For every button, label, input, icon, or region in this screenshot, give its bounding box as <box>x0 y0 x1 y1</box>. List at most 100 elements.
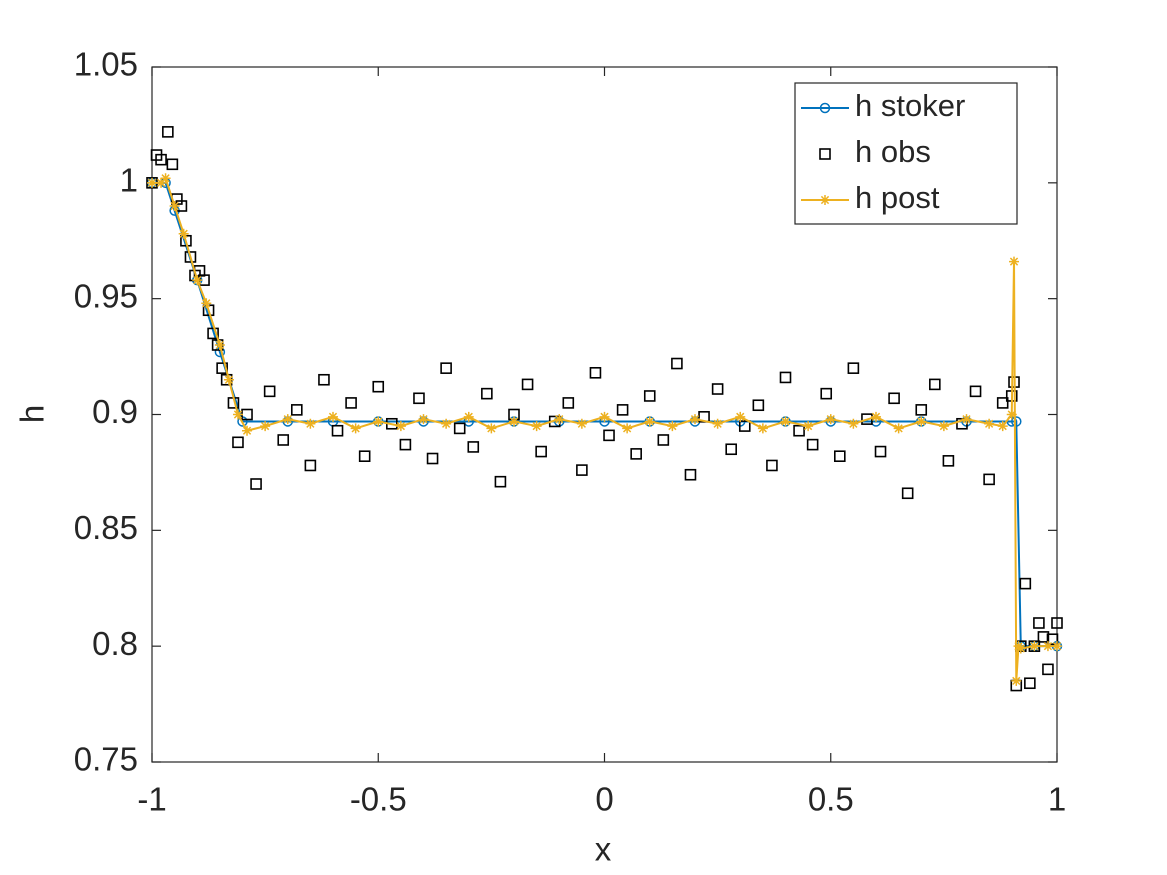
legend-label: h obs <box>855 134 931 169</box>
marker-asterisk <box>395 421 406 432</box>
x-tick-label: -1 <box>137 781 166 818</box>
marker-square <box>684 468 697 481</box>
marker-asterisk <box>1029 641 1040 652</box>
marker-asterisk <box>201 298 212 309</box>
marker-square <box>250 478 262 490</box>
marker-square <box>304 459 317 472</box>
x-tick-label: 1 <box>1048 781 1066 818</box>
marker-square <box>766 459 778 472</box>
x-tick-label: 0 <box>595 781 613 818</box>
marker-square <box>725 443 738 456</box>
marker-square <box>1046 633 1059 646</box>
marker-square <box>793 424 805 437</box>
marker-square <box>861 413 873 425</box>
marker-square <box>915 404 928 416</box>
marker-square <box>453 422 466 435</box>
marker-asterisk <box>214 340 225 350</box>
marker-square <box>521 378 534 391</box>
marker-asterisk <box>712 418 723 429</box>
marker-square <box>630 448 642 460</box>
marker-asterisk <box>984 418 995 429</box>
marker-square <box>399 438 412 451</box>
marker-square <box>589 366 602 379</box>
marker-square <box>711 383 724 395</box>
y-tick-label: 1 <box>120 162 138 199</box>
marker-asterisk <box>825 414 836 425</box>
marker-square <box>616 404 629 416</box>
marker-square <box>888 392 900 405</box>
y-tick-label: 0.95 <box>74 277 138 314</box>
marker-square <box>331 424 344 437</box>
marker-square <box>155 153 167 166</box>
marker-square <box>1024 677 1036 690</box>
marker-square <box>372 380 385 393</box>
marker-square <box>576 464 588 476</box>
marker-square <box>166 158 179 171</box>
marker-square <box>901 487 914 500</box>
marker-square <box>1019 577 1032 590</box>
marker-asterisk <box>328 411 338 422</box>
marker-square <box>603 429 615 442</box>
x-tick-label: 0.5 <box>808 781 854 818</box>
marker-asterisk <box>780 416 791 427</box>
marker-asterisk <box>305 418 316 429</box>
marker-asterisk <box>350 423 361 434</box>
marker-square <box>969 385 982 398</box>
marker-asterisk <box>260 421 271 432</box>
marker-square <box>562 397 575 409</box>
marker-square <box>467 441 480 453</box>
marker-square <box>358 450 371 463</box>
marker-square <box>929 378 941 391</box>
legend-marker <box>819 148 831 160</box>
marker-asterisk <box>1052 641 1062 652</box>
marker-square <box>290 404 303 416</box>
marker-asterisk <box>916 416 927 427</box>
marker-asterisk <box>147 177 157 188</box>
marker-square <box>671 357 683 370</box>
marker-square <box>996 397 1009 409</box>
marker-square <box>535 445 547 458</box>
marker-asterisk <box>282 414 293 425</box>
marker-square <box>942 455 955 467</box>
marker-asterisk <box>803 421 814 432</box>
marker-asterisk <box>554 414 565 425</box>
marker-square <box>1037 631 1050 643</box>
marker-asterisk <box>622 423 633 434</box>
marker-square <box>494 475 507 488</box>
marker-asterisk <box>690 414 700 425</box>
marker-asterisk <box>757 423 768 434</box>
y-tick-label: 0.75 <box>74 741 138 778</box>
marker-asterisk <box>599 411 610 422</box>
marker-asterisk <box>509 416 519 427</box>
marker-asterisk <box>644 416 655 427</box>
marker-asterisk <box>735 411 746 422</box>
marker-asterisk <box>938 421 949 432</box>
marker-asterisk <box>576 418 587 429</box>
marker-asterisk <box>160 173 171 184</box>
marker-asterisk <box>242 425 253 436</box>
marker-square <box>207 327 219 340</box>
marker-square <box>345 397 357 409</box>
marker-square <box>426 452 439 465</box>
marker-asterisk <box>1042 641 1053 652</box>
marker-asterisk <box>1009 256 1020 267</box>
marker-asterisk <box>871 411 881 422</box>
legend-marker <box>820 195 830 205</box>
marker-asterisk <box>192 275 203 286</box>
marker-square <box>1051 617 1063 629</box>
marker-asterisk <box>223 374 234 385</box>
marker-square <box>440 362 452 374</box>
marker-asterisk <box>232 409 243 420</box>
marker-square <box>847 362 860 374</box>
marker-square <box>752 399 765 412</box>
marker-square <box>806 438 819 451</box>
marker-square <box>263 385 276 398</box>
marker-square <box>162 126 174 138</box>
marker-asterisk <box>1006 409 1017 420</box>
marker-asterisk <box>178 228 189 239</box>
x-axis-label: x <box>595 831 612 868</box>
marker-square <box>657 434 670 446</box>
marker-asterisk <box>848 418 859 429</box>
marker-square <box>833 450 846 463</box>
